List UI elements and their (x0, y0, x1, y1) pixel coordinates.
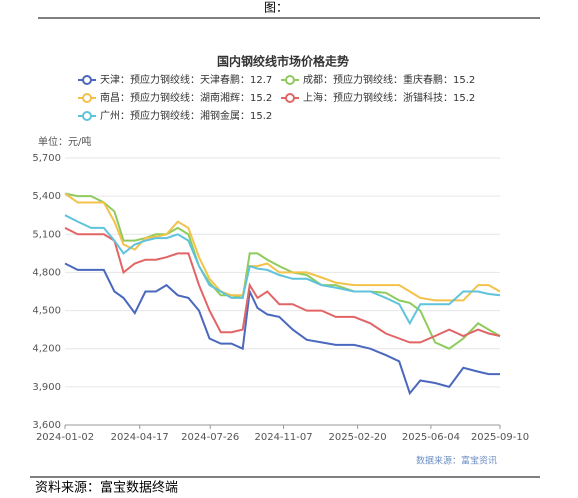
legend-marker (82, 93, 92, 103)
y-tick-label: 3,900 (32, 382, 61, 393)
x-tick-label: 2024-11-07 (254, 432, 312, 443)
y-tick-label: 4,200 (32, 344, 61, 355)
y-tick-label: 5,400 (32, 191, 61, 202)
legend-marker (285, 75, 295, 85)
legend-marker (82, 111, 92, 121)
x-tick-label: 2024-01-02 (36, 432, 94, 443)
legend-label: 成都：预应力钢绞线：重庆春鹏：15.2 (303, 73, 475, 86)
legend-label: 广州：预应力钢绞线：湘钢金属：15.2 (100, 109, 272, 122)
y-axis-label: 单位：元/吨 (38, 135, 91, 148)
series-line (64, 262, 500, 396)
x-tick-label: 2024-07-26 (181, 432, 239, 443)
header: 图： (264, 1, 288, 15)
legend-marker (82, 75, 92, 85)
source: 数据来源：富宝资讯 (416, 455, 497, 467)
series-line (64, 214, 501, 326)
footer: 资料来源：富宝数据终端 (35, 480, 178, 496)
y-tick-label: 4,800 (32, 267, 61, 278)
x-tick-label: 2025-06-04 (402, 432, 460, 443)
legend-label: 南昌：预应力钢绞线：湖南湘辉：15.2 (100, 91, 272, 104)
legend-label: 天津：预应力钢绞线：天津春鹏：12.7 (100, 73, 272, 86)
y-tick-label: 3,600 (32, 420, 61, 431)
x-tick-label: 2024-04-17 (111, 432, 169, 443)
y-tick-label: 5,700 (32, 153, 61, 164)
legend-marker (285, 93, 295, 103)
legend-label: 上海：预应力钢绞线：浙锚科技：15.2 (303, 91, 475, 104)
y-tick-label: 4,500 (32, 306, 61, 317)
x-tick-label: 2025-02-20 (329, 432, 387, 443)
y-tick-label: 5,100 (32, 229, 61, 240)
chart-title: 国内钢绞线市场价格走势 (217, 54, 349, 69)
series-line (64, 192, 501, 350)
series-line (64, 227, 501, 344)
x-tick-label: 2025-09-10 (471, 432, 529, 443)
series-line (64, 192, 501, 302)
